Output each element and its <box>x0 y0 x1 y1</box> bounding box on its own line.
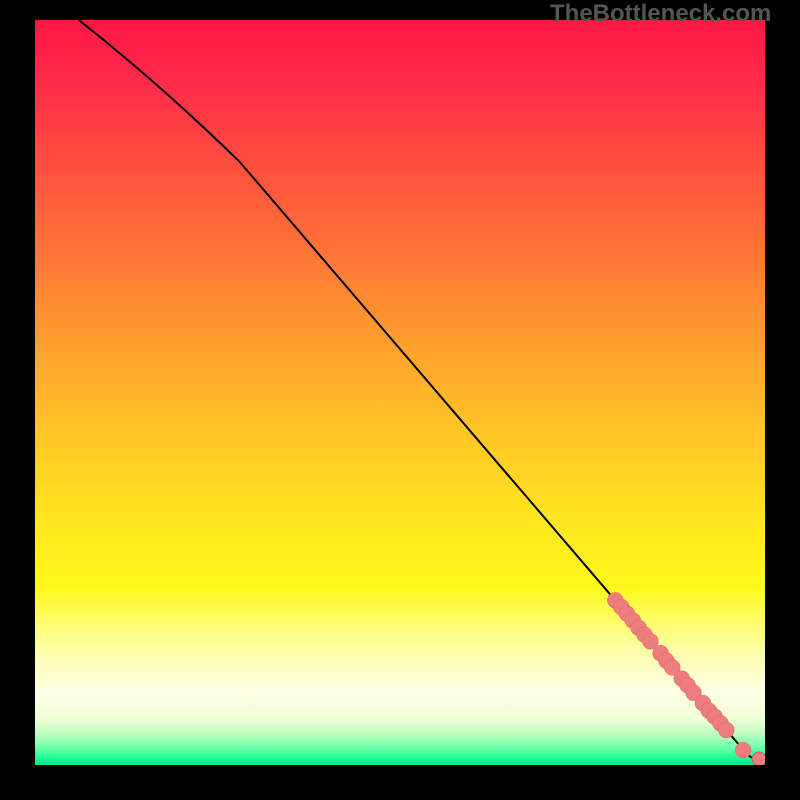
data-marker <box>735 742 751 758</box>
plot-area <box>35 20 765 765</box>
terminal-marker <box>752 752 765 765</box>
watermark-text: TheBottleneck.com <box>550 0 771 28</box>
data-marker <box>718 722 734 738</box>
chart-svg <box>35 20 765 765</box>
